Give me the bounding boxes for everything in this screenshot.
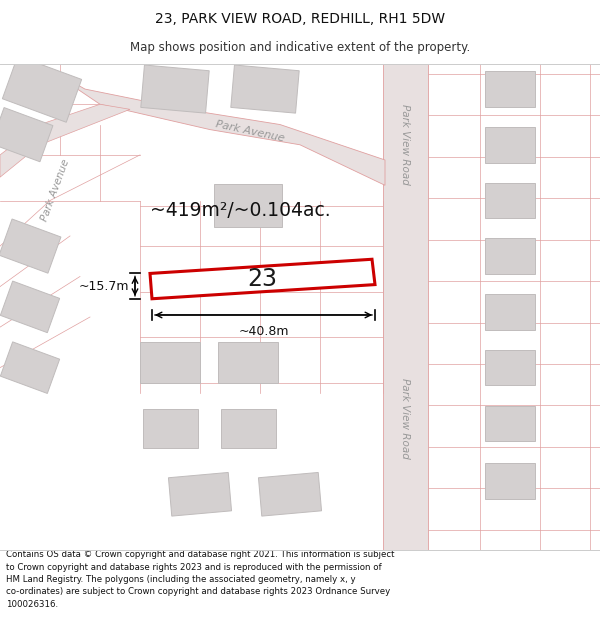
Polygon shape [214, 184, 282, 227]
Polygon shape [485, 463, 535, 499]
Polygon shape [259, 472, 322, 516]
Polygon shape [1, 342, 59, 394]
Polygon shape [150, 259, 375, 299]
Text: ~15.7m: ~15.7m [79, 279, 129, 292]
Polygon shape [0, 107, 53, 162]
Polygon shape [221, 409, 275, 447]
Polygon shape [40, 64, 385, 185]
Polygon shape [231, 65, 299, 113]
Polygon shape [169, 472, 232, 516]
Text: 23: 23 [247, 267, 277, 291]
Text: Park Avenue: Park Avenue [39, 158, 71, 222]
Text: Park View Road: Park View Road [400, 104, 410, 185]
Polygon shape [485, 71, 535, 107]
Polygon shape [485, 239, 535, 274]
Polygon shape [143, 409, 197, 447]
Polygon shape [141, 65, 209, 113]
Polygon shape [485, 294, 535, 329]
Polygon shape [383, 64, 428, 550]
Polygon shape [0, 104, 130, 177]
Polygon shape [2, 56, 82, 123]
Text: Map shows position and indicative extent of the property.: Map shows position and indicative extent… [130, 41, 470, 54]
Polygon shape [140, 342, 200, 383]
Polygon shape [485, 127, 535, 162]
Polygon shape [485, 350, 535, 386]
Polygon shape [485, 406, 535, 441]
Text: ~40.8m: ~40.8m [238, 325, 289, 338]
Text: Park Avenue: Park Avenue [215, 119, 286, 144]
Text: Park View Road: Park View Road [400, 378, 410, 459]
Polygon shape [1, 281, 59, 332]
Polygon shape [0, 219, 61, 273]
Polygon shape [218, 342, 278, 383]
Text: 23, PARK VIEW ROAD, REDHILL, RH1 5DW: 23, PARK VIEW ROAD, REDHILL, RH1 5DW [155, 12, 445, 26]
Text: ~419m²/~0.104ac.: ~419m²/~0.104ac. [149, 201, 331, 220]
Polygon shape [485, 182, 535, 218]
Text: Contains OS data © Crown copyright and database right 2021. This information is : Contains OS data © Crown copyright and d… [6, 550, 395, 609]
